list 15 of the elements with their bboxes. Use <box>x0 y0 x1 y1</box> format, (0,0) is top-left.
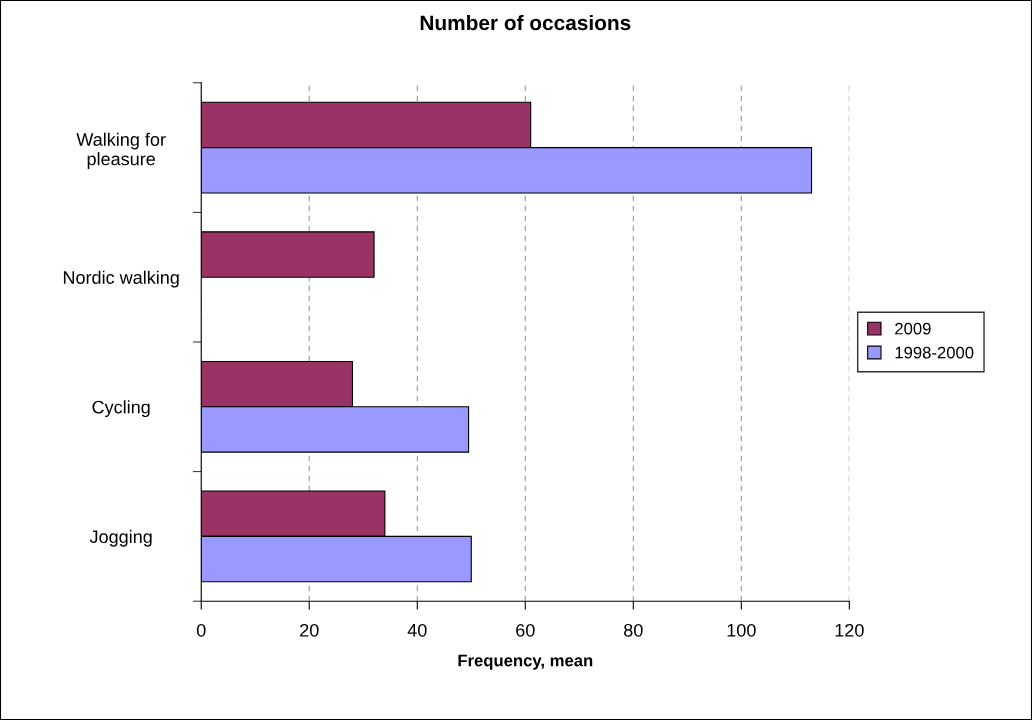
legend-label: 2009 <box>895 322 931 335</box>
y-tick-label: Nordic walking <box>63 270 179 288</box>
x-tick-label: 120 <box>835 623 864 637</box>
x-tick-label: 20 <box>300 623 319 637</box>
x-tick-label: 80 <box>624 623 643 637</box>
x-tick-label: 0 <box>196 623 206 637</box>
y-tick-label: Cycling <box>92 400 150 418</box>
x-tick-label: 100 <box>727 623 756 637</box>
x-axis-title: Frequency, mean <box>458 654 593 670</box>
x-tick-label: 60 <box>516 623 535 637</box>
x-tick-label: 40 <box>407 623 427 637</box>
y-tick-label: Jogging <box>89 529 152 547</box>
legend-label: 1998-2000 <box>895 346 974 359</box>
y-tick-label: Walking for pleasure <box>76 132 166 169</box>
chart-title: Number of occasions <box>420 14 631 31</box>
